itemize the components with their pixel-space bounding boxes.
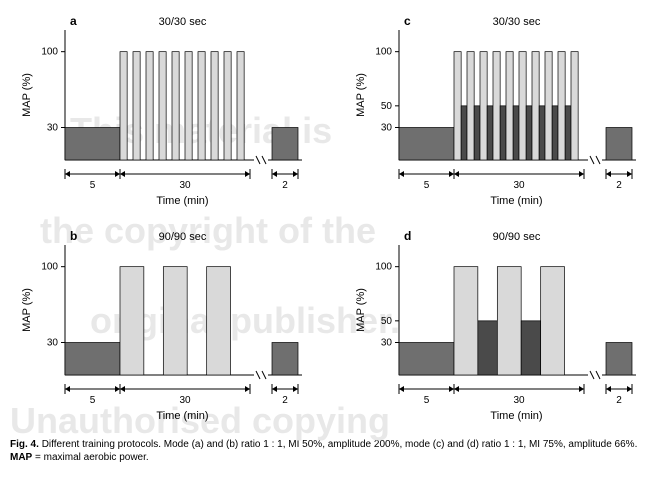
xtick-label: 5 [90,180,96,191]
ytick-label: 100 [41,47,58,58]
ytick-label: 100 [375,262,392,273]
panel-title: 90/90 sec [492,231,540,243]
caption-text: Different training protocols. Mode (a) a… [42,439,638,450]
panel-label: c [404,14,411,28]
work-bar [519,52,526,160]
cooldown-bar [272,343,298,376]
y-axis-label: MAP (%) [355,288,367,332]
work-bar [454,52,461,160]
xtick-label: 30 [179,395,191,406]
work-bar [454,267,478,375]
recovery-bar [565,106,571,160]
y-axis-label: MAP (%) [21,73,33,117]
warmup-bar [399,343,454,376]
panel-title: 30/30 sec [492,16,540,28]
recovery-bar [552,106,558,160]
work-bar [506,52,513,160]
recovery-bar [477,321,497,375]
xtick-label: 5 [90,395,96,406]
recovery-bar [539,106,545,160]
panel-label: a [70,14,77,28]
recovery-bar [474,106,480,160]
panel-d: d 90/90 sec 30 100 MAP (%) 50 5 30 2 Time (min) [344,225,658,430]
xtick-label: 30 [179,180,191,191]
panel-title: 30/30 sec [159,16,207,28]
x-axis-label: Time (min) [490,195,542,207]
cooldown-bar [606,128,632,161]
y-axis-label: MAP (%) [355,73,367,117]
work-bar [198,52,205,160]
xtick-label: 2 [282,180,288,191]
recovery-bar [526,106,532,160]
abbrev-line: MAP = maximal aerobic power. [10,452,149,463]
y-axis-label: MAP (%) [21,288,33,332]
work-bar [146,52,153,160]
panel-a: a 30/30 sec 30 100 MAP (%) 5 30 2 Time (min) [10,10,324,215]
xtick-label: 2 [282,395,288,406]
cooldown-bar [606,343,632,376]
work-bar [211,52,218,160]
work-bar [224,52,231,160]
work-bar [571,52,578,160]
work-bar [237,52,244,160]
recovery-bar [461,106,467,160]
warmup-bar [65,343,120,376]
ytick-label: 50 [380,101,392,112]
panel-label: d [404,229,411,243]
panel-label: b [70,229,77,243]
work-bar [133,52,140,160]
xtick-label: 2 [616,395,622,406]
ytick-label: 30 [380,338,392,349]
work-bar [493,52,500,160]
warmup-bar [399,128,454,161]
panel-grid: a 30/30 sec 30 100 MAP (%) 5 30 2 Time (min) c 30… [10,10,657,430]
cooldown-bar [272,128,298,161]
ytick-label: 100 [41,262,58,273]
ytick-label: 50 [380,316,392,327]
ytick-label: 30 [47,123,59,134]
xtick-label: 5 [423,180,429,191]
panel-title: 90/90 sec [159,231,207,243]
figure-container: This material is the copyright of the or… [10,10,657,464]
work-bar [207,267,231,375]
work-bar [172,52,179,160]
xtick-label: 30 [513,395,525,406]
ytick-label: 30 [47,338,59,349]
ytick-label: 30 [380,123,392,134]
figure-number: Fig. 4. [10,439,39,450]
recovery-bar [500,106,506,160]
xtick-label: 30 [513,180,525,191]
work-bar [532,52,539,160]
work-bar [120,267,144,375]
work-bar [185,52,192,160]
work-bar [120,52,127,160]
x-axis-label: Time (min) [156,410,208,422]
xtick-label: 5 [423,395,429,406]
panel-c: c 30/30 sec 30 100 MAP (%) 50 5 30 2 Time (min) [344,10,658,215]
work-bar [467,52,474,160]
x-axis-label: Time (min) [490,410,542,422]
xtick-label: 2 [616,180,622,191]
x-axis-label: Time (min) [156,195,208,207]
recovery-bar [487,106,493,160]
work-bar [480,52,487,160]
work-bar [163,267,187,375]
work-bar [558,52,565,160]
recovery-bar [513,106,519,160]
ytick-label: 100 [375,47,392,58]
work-bar [159,52,166,160]
panel-b: b 90/90 sec 30 100 MAP (%) 5 30 2 Time (min) [10,225,324,430]
work-bar [545,52,552,160]
figure-caption: Fig. 4. Different training protocols. Mo… [10,438,657,464]
work-bar [540,267,564,375]
warmup-bar [65,128,120,161]
recovery-bar [521,321,541,375]
work-bar [497,267,521,375]
